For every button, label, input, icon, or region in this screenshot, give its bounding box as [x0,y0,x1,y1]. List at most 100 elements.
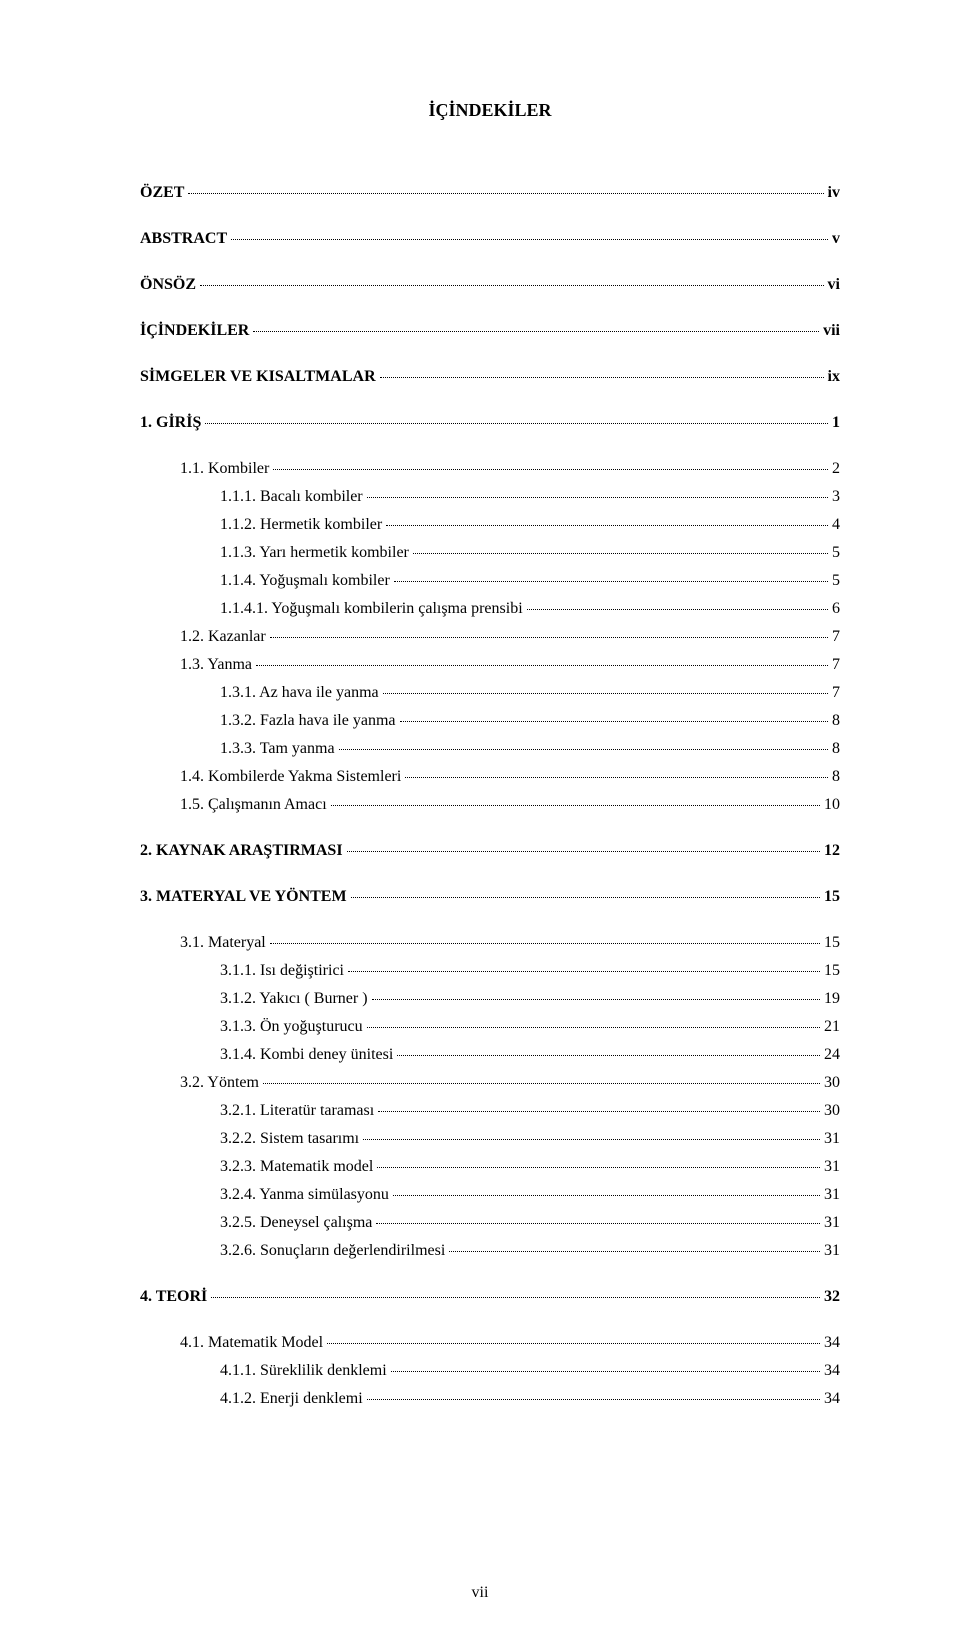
toc-entry-label: 4.1. Matematik Model [180,1331,323,1355]
toc-entry-page: 31 [824,1155,840,1179]
toc-entry-page: vii [823,319,840,343]
toc-entry: 2. KAYNAK ARAŞTIRMASI12 [140,839,840,863]
toc-entry-dots [231,239,828,240]
toc-entry-dots [188,193,823,194]
toc-entry-dots [367,1399,820,1400]
toc-entry-label: 1.5. Çalışmanın Amacı [180,793,327,817]
toc-entry: 3.2.1. Literatür taraması30 [140,1099,840,1123]
page-container: İÇİNDEKİLER ÖZETivABSTRACTvÖNSÖZviİÇİNDE… [0,0,960,1652]
toc-entry-dots [211,1297,820,1298]
toc-entry-page: 7 [832,681,840,705]
page-title: İÇİNDEKİLER [140,100,840,121]
toc-entry-label: 1.4. Kombilerde Yakma Sistemleri [180,765,401,789]
toc-entry-label: 3. MATERYAL VE YÖNTEM [140,885,347,909]
toc-entry-page: 30 [824,1099,840,1123]
toc-entry: 1.4. Kombilerde Yakma Sistemleri8 [140,765,840,789]
toc-entry-dots [413,553,828,554]
toc-entry: 4. TEORİ 32 [140,1285,840,1309]
toc-entry-page: 31 [824,1211,840,1235]
toc-entry-dots [263,1083,820,1084]
toc-entry-dots [351,897,820,898]
toc-entry-page: 7 [832,625,840,649]
toc-entry-label: 1.1.2. Hermetik kombiler [220,513,382,537]
toc-entry-page: 15 [824,885,840,909]
toc-entry-label: ÖNSÖZ [140,273,196,297]
toc-entry-dots [394,581,828,582]
toc-spacer [140,439,840,457]
toc-entry: 3.1.3. Ön yoğuşturucu21 [140,1015,840,1039]
toc-entry: İÇİNDEKİLER vii [140,319,840,343]
toc-spacer [140,1313,840,1331]
toc-entry-page: v [832,227,840,251]
toc-entry-label: 3.2.6. Sonuçların değerlendirilmesi [220,1239,445,1263]
toc-entry-page: 31 [824,1127,840,1151]
toc-entry-page: vi [828,273,840,297]
toc-spacer [140,913,840,931]
toc-entry-label: 1.3. Yanma [180,653,252,677]
toc-entry: 1.3.1. Az hava ile yanma 7 [140,681,840,705]
toc-entry-label: 3.1. Materyal [180,931,266,955]
toc-list: ÖZETivABSTRACTvÖNSÖZviİÇİNDEKİLERviiSİMG… [140,181,840,1411]
toc-entry-label: 3.1.4. Kombi deney ünitesi [220,1043,393,1067]
toc-entry-page: 15 [824,959,840,983]
toc-entry: 1.1.3. Yarı hermetik kombiler5 [140,541,840,565]
toc-entry-dots [200,285,824,286]
toc-entry-label: 1.1. Kombiler [180,457,269,481]
toc-entry-label: 1.1.4.1. Yoğuşmalı kombilerin çalışma pr… [220,597,523,621]
toc-entry-dots [380,377,824,378]
toc-entry-dots [270,637,828,638]
toc-entry-page: 21 [824,1015,840,1039]
toc-entry: 3.1.1. Isı değiştirici 15 [140,959,840,983]
toc-entry: 3.1.4. Kombi deney ünitesi24 [140,1043,840,1067]
toc-entry: 4.1.2. Enerji denklemi 34 [140,1387,840,1411]
toc-entry-dots [372,999,820,1000]
toc-entry-page: 34 [824,1387,840,1411]
toc-entry-dots [253,331,819,332]
toc-entry-label: 1.1.1. Bacalı kombiler [220,485,363,509]
toc-entry-dots [327,1343,820,1344]
page-number-footer: vii [0,1584,960,1602]
toc-entry-dots [378,1111,820,1112]
toc-entry-dots [527,609,828,610]
toc-entry: 3.2.4. Yanma simülasyonu31 [140,1183,840,1207]
toc-entry-dots [348,971,820,972]
toc-entry-dots [397,1055,820,1056]
toc-entry: 3.1.2. Yakıcı ( Burner ) 19 [140,987,840,1011]
toc-entry: 1.1.2. Hermetik kombiler4 [140,513,840,537]
toc-entry-page: 3 [832,485,840,509]
toc-entry-page: 34 [824,1331,840,1355]
toc-entry-label: 3.2.4. Yanma simülasyonu [220,1183,389,1207]
toc-entry-label: 1.3.1. Az hava ile yanma [220,681,379,705]
toc-entry-page: 2 [832,457,840,481]
toc-entry-page: 19 [824,987,840,1011]
toc-entry-page: 10 [824,793,840,817]
toc-entry-label: 3.1.2. Yakıcı ( Burner ) [220,987,368,1011]
toc-entry: 1. GİRİŞ1 [140,411,840,435]
toc-entry: SİMGELER VE KISALTMALARix [140,365,840,389]
toc-entry-page: 31 [824,1239,840,1263]
toc-entry: 3.1. Materyal15 [140,931,840,955]
toc-entry-dots [393,1195,820,1196]
toc-entry-dots [386,525,828,526]
toc-entry-dots [376,1223,820,1224]
toc-entry-dots [391,1371,820,1372]
toc-entry-label: 3.2.5. Deneysel çalışma [220,1211,372,1235]
toc-entry-label: 4.1.2. Enerji denklemi [220,1387,363,1411]
toc-entry-page: 1 [832,411,840,435]
toc-entry: 1.5. Çalışmanın Amacı 10 [140,793,840,817]
toc-entry-label: SİMGELER VE KISALTMALAR [140,365,376,389]
toc-entry-page: 8 [832,709,840,733]
toc-entry-label: 4. TEORİ [140,1285,207,1309]
toc-entry: 4.1.1. Süreklilik denklemi34 [140,1359,840,1383]
toc-entry-dots [273,469,828,470]
toc-entry-label: 1.2. Kazanlar [180,625,266,649]
toc-entry: 3.2.2. Sistem tasarımı31 [140,1127,840,1151]
toc-entry-page: 34 [824,1359,840,1383]
toc-entry-dots [270,943,820,944]
toc-entry-label: 3.1.1. Isı değiştirici [220,959,344,983]
toc-entry-label: İÇİNDEKİLER [140,319,249,343]
toc-spacer [140,209,840,227]
toc-entry-dots [339,749,828,750]
toc-entry-page: 32 [824,1285,840,1309]
toc-entry: 1.2. Kazanlar 7 [140,625,840,649]
